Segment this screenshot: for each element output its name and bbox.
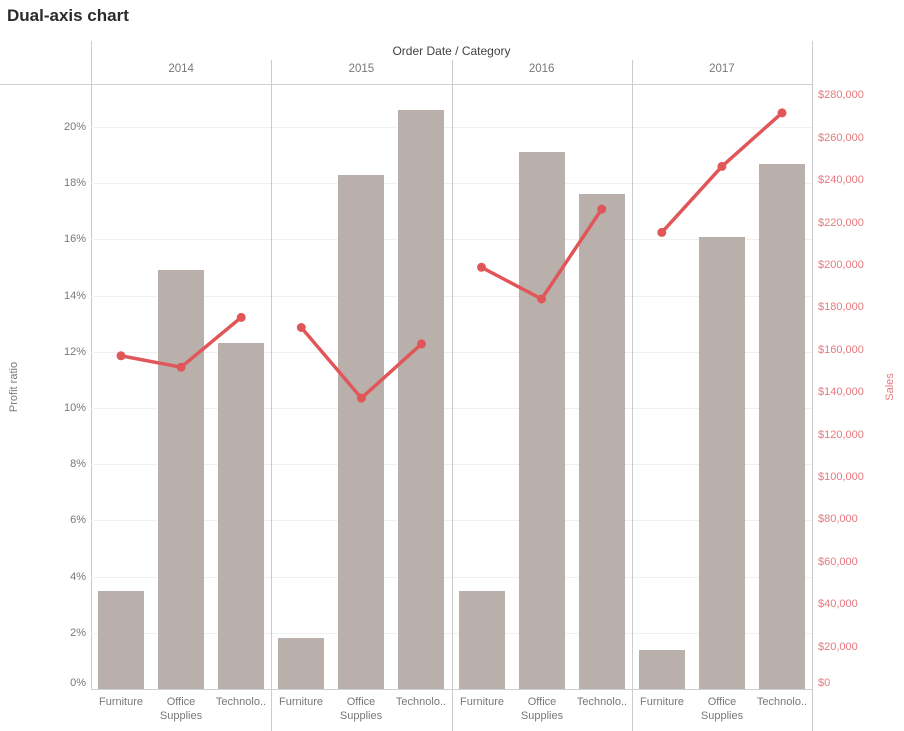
horizontal-gridline: [91, 464, 812, 465]
category-label-2014-furniture[interactable]: Furniture: [98, 696, 144, 708]
horizontal-gridline: [91, 183, 812, 184]
category-label-2016-furniture[interactable]: Furniture: [459, 696, 505, 708]
right-axis-tick-label: $20,000: [818, 640, 858, 653]
left-axis-tick-label: 4%: [70, 570, 86, 583]
right-axis-tick-label: $160,000: [818, 343, 864, 356]
right-axis-tick-label: $240,000: [818, 174, 864, 187]
sales-point-2015-furniture[interactable]: [296, 323, 306, 332]
year-header-2014[interactable]: 2014: [168, 63, 194, 75]
pane-separator: [452, 60, 453, 731]
year-header-2015[interactable]: 2015: [348, 63, 375, 75]
plot-left-border: [91, 41, 92, 690]
column-field-label: Order Date / Category: [392, 44, 511, 58]
horizontal-gridline: [91, 296, 812, 297]
left-axis-tick-label: 12%: [63, 345, 86, 358]
left-axis-tick-label: 18%: [63, 177, 86, 190]
right-axis-tick-label: $260,000: [818, 131, 864, 144]
category-label-2014-technology[interactable]: Technolo..: [215, 696, 267, 708]
horizontal-gridline: [91, 352, 812, 353]
category-label-2015-furniture[interactable]: Furniture: [278, 696, 324, 708]
year-header-2017[interactable]: 2017: [709, 63, 735, 75]
left-axis-tick-label: 6%: [70, 514, 86, 527]
sales-point-2014-technology[interactable]: [236, 312, 246, 322]
right-axis-tick-label: $280,000: [818, 89, 864, 102]
horizontal-gridline: [91, 633, 812, 634]
horizontal-gridline: [91, 577, 812, 578]
category-label-2015-office-supplies[interactable]: Office Supplies: [339, 696, 383, 722]
right-axis-tick-label: $140,000: [818, 386, 864, 399]
bar-2017-furniture[interactable]: [639, 650, 685, 689]
bar-2017-office-supplies[interactable]: [699, 237, 745, 689]
right-axis-tick-label: $0: [818, 677, 831, 689]
plot-right-border: [812, 41, 813, 731]
category-label-2016-technology[interactable]: Technolo..: [576, 696, 628, 708]
bar-2014-furniture[interactable]: [98, 591, 144, 689]
bar-2017-technology[interactable]: [759, 164, 805, 689]
pane-separator: [632, 60, 633, 731]
sales-point-2017-technology[interactable]: [777, 108, 787, 118]
chart-title: Dual-axis chart: [7, 6, 129, 25]
sales-point-2017-office-supplies[interactable]: [717, 161, 727, 171]
bar-2016-furniture[interactable]: [459, 591, 505, 689]
horizontal-gridline: [91, 520, 812, 521]
bar-2016-office-supplies[interactable]: [519, 152, 565, 689]
left-axis-tick-label: 10%: [63, 402, 86, 414]
right-axis-tick-label: $220,000: [818, 216, 864, 229]
header-underline: [0, 84, 812, 85]
right-axis-tick-label: $200,000: [818, 259, 864, 271]
category-label-2016-office-supplies[interactable]: Office Supplies: [520, 696, 564, 722]
bar-2015-technology[interactable]: [398, 110, 444, 689]
year-header-2016[interactable]: 2016: [528, 63, 555, 75]
category-label-2015-technology[interactable]: Technolo..: [395, 696, 447, 708]
bar-2016-technology[interactable]: [579, 194, 625, 689]
left-axis-title: Profit ratio: [8, 361, 20, 413]
bar-2015-furniture[interactable]: [278, 638, 324, 689]
right-axis-tick-label: $180,000: [818, 301, 864, 314]
category-label-2017-technology[interactable]: Technolo..: [756, 696, 808, 708]
horizontal-gridline: [91, 239, 812, 240]
right-axis-tick-label: $60,000: [818, 555, 858, 568]
right-axis-tick-label: $120,000: [818, 428, 864, 441]
x-axis-baseline: [91, 689, 812, 690]
left-axis-tick-label: 8%: [70, 458, 86, 471]
bar-2014-technology[interactable]: [218, 343, 264, 689]
left-axis-tick-label: 20%: [63, 121, 86, 133]
bar-2015-office-supplies[interactable]: [338, 175, 384, 689]
bar-2014-office-supplies[interactable]: [158, 270, 204, 689]
category-label-2014-office-supplies[interactable]: Office Supplies: [159, 696, 203, 722]
horizontal-gridline: [91, 408, 812, 409]
category-label-2017-office-supplies[interactable]: Office Supplies: [700, 696, 744, 722]
category-label-2017-furniture[interactable]: Furniture: [639, 696, 685, 708]
left-axis-tick-label: 2%: [70, 626, 86, 639]
right-axis-tick-label: $80,000: [818, 513, 858, 526]
left-axis-tick-label: 16%: [63, 233, 86, 246]
right-axis-tick-label: $40,000: [818, 598, 858, 611]
left-axis-tick-label: 14%: [63, 289, 86, 302]
sales-point-2016-furniture[interactable]: [477, 262, 486, 272]
horizontal-gridline: [91, 127, 812, 128]
right-axis-tick-label: $100,000: [818, 471, 864, 483]
pane-separator: [271, 60, 272, 731]
left-axis-tick-label: 0%: [70, 677, 86, 689]
sales-point-2017-furniture[interactable]: [657, 227, 667, 237]
